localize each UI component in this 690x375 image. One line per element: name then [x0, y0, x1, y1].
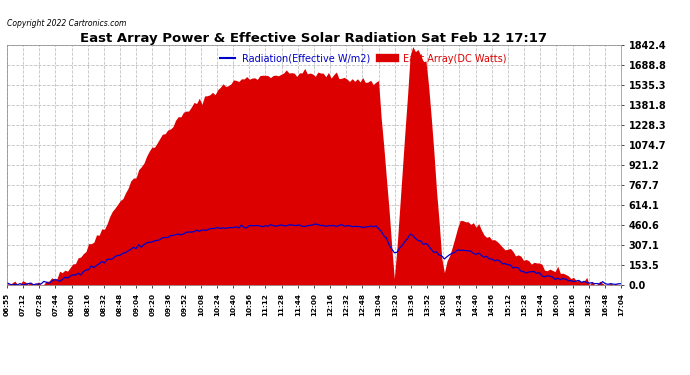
Legend: Radiation(Effective W/m2), East Array(DC Watts): Radiation(Effective W/m2), East Array(DC…: [216, 50, 510, 68]
Text: Copyright 2022 Cartronics.com: Copyright 2022 Cartronics.com: [7, 19, 126, 28]
Title: East Array Power & Effective Solar Radiation Sat Feb 12 17:17: East Array Power & Effective Solar Radia…: [81, 32, 547, 45]
